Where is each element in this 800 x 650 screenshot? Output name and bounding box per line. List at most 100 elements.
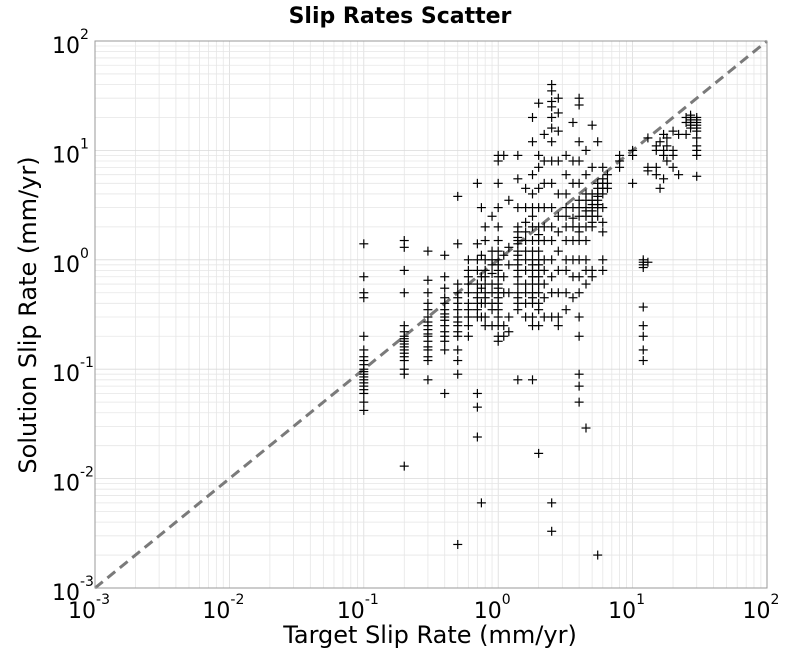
data-point [574, 100, 584, 110]
data-point [662, 156, 672, 166]
data-point [534, 162, 544, 172]
data-point [638, 302, 648, 312]
data-point [553, 312, 563, 322]
data-point [655, 183, 665, 193]
data-point [553, 93, 563, 103]
data-point [453, 369, 463, 379]
data-point [521, 217, 531, 227]
data-point [539, 279, 549, 289]
data-point [423, 288, 433, 298]
data-point [602, 183, 612, 193]
data-point [651, 170, 661, 180]
data-point [547, 222, 557, 232]
x-tick-labels: 10-3 10-2 10-1 100 101 102 [68, 592, 779, 624]
data-point [534, 448, 544, 458]
data-point [528, 211, 538, 221]
data-point [539, 293, 549, 303]
data-point [692, 133, 702, 143]
data-point [574, 331, 584, 341]
data-point [513, 279, 523, 289]
data-point [587, 120, 597, 130]
y-tick-label: 10-2 [52, 465, 94, 497]
data-point [399, 288, 409, 298]
data-point [598, 203, 608, 213]
data-point [574, 381, 584, 391]
plot-frame [94, 40, 768, 589]
data-point [504, 327, 514, 337]
data-point [528, 170, 538, 180]
x-tick-label: 100 [474, 592, 511, 624]
y-tick-label: 10-3 [52, 574, 94, 606]
y-tick-base: 10 [52, 253, 80, 278]
data-point [561, 288, 571, 298]
data-point [568, 293, 578, 303]
data-point [598, 189, 608, 199]
data-point [638, 345, 648, 355]
data-point [359, 405, 369, 415]
data-point [574, 156, 584, 166]
data-point [472, 388, 482, 398]
data-point [513, 375, 523, 385]
data-point [643, 133, 653, 143]
data-point [521, 227, 531, 237]
y-tick-base: 10 [52, 472, 80, 497]
data-point [493, 222, 503, 232]
data-point [399, 461, 409, 471]
data-point [513, 305, 523, 315]
data-point [681, 129, 691, 139]
data-point [547, 272, 557, 282]
y-tick-exponent: -1 [80, 355, 94, 371]
data-point [453, 345, 463, 355]
data-point [399, 369, 409, 379]
x-tick-base: 10 [608, 599, 636, 624]
data-point [476, 283, 486, 293]
data-point [359, 397, 369, 407]
data-point [423, 275, 433, 285]
data-point [598, 255, 608, 265]
data-point [463, 255, 473, 265]
data-point [528, 375, 538, 385]
data-point [581, 279, 591, 289]
data-point [480, 222, 490, 232]
data-point [528, 137, 538, 147]
data-point [668, 162, 678, 172]
data-point [359, 388, 369, 398]
data-point [528, 112, 538, 122]
data-point [674, 170, 684, 180]
data-point [553, 227, 563, 237]
data-point [553, 156, 563, 166]
data-point [587, 162, 597, 172]
data-point [547, 526, 557, 536]
data-point [598, 265, 608, 275]
data-point [472, 255, 482, 265]
chart-title: Slip Rates Scatter [289, 4, 512, 29]
data-point [423, 375, 433, 385]
data-point [581, 170, 591, 180]
y-tick-label: 101 [52, 136, 89, 168]
x-tick-base: 10 [474, 599, 502, 624]
identity-reference-line [94, 39, 768, 590]
data-point [487, 268, 497, 278]
data-point [547, 203, 557, 213]
y-tick-label: 102 [52, 27, 89, 59]
x-tick-label: 10-1 [337, 592, 379, 624]
data-point [453, 279, 463, 289]
data-point [553, 321, 563, 331]
data-point [547, 102, 557, 112]
data-point [513, 174, 523, 184]
data-point [463, 279, 473, 289]
data-point [581, 145, 591, 155]
data-point [574, 288, 584, 298]
data-point [547, 86, 557, 96]
data-point [547, 137, 557, 147]
data-point [504, 260, 514, 270]
data-point [602, 170, 612, 180]
data-point [598, 217, 608, 227]
data-point [472, 239, 482, 249]
y-tick-label: 100 [52, 246, 89, 278]
y-tick-exponent: -2 [80, 465, 94, 481]
y-tick-base: 10 [52, 581, 80, 606]
data-point [574, 227, 584, 237]
data-point [463, 312, 473, 322]
x-tick-label: 101 [608, 592, 645, 624]
